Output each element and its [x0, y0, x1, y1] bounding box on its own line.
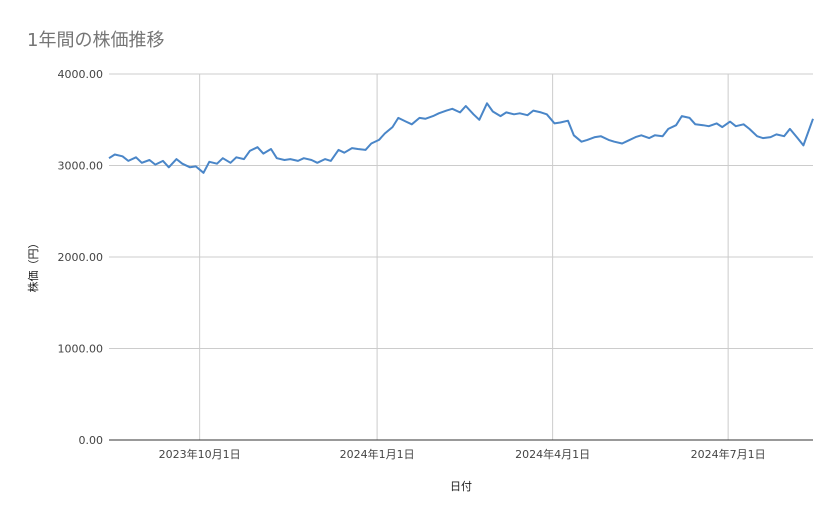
y-tick-label: 2000.00	[58, 251, 104, 264]
x-axis-tick-labels: 2023年10月1日 2024年1月1日 2024年4月1日 2024年7月1日	[159, 447, 766, 461]
chart-title: 1年間の株価推移	[27, 30, 165, 51]
x-tick-label: 2024年1月1日	[340, 447, 415, 461]
y-tick-label: 4000.00	[58, 68, 104, 81]
y-tick-label: 3000.00	[58, 160, 104, 173]
y-axis-tick-labels: 0.00 1000.00 2000.00 3000.00 4000.00	[58, 68, 104, 447]
y-axis-label: 株価（円）	[26, 238, 40, 293]
series-line-stock-price	[108, 102, 814, 174]
y-tick-label: 1000.00	[58, 343, 104, 356]
horizontal-gridlines	[109, 73, 813, 349]
x-tick-label: 2023年10月1日	[159, 447, 241, 461]
x-axis-label: 日付	[450, 480, 472, 493]
y-tick-label: 0.00	[79, 434, 104, 447]
x-tick-label: 2024年7月1日	[691, 447, 766, 461]
x-tick-label: 2024年4月1日	[515, 447, 590, 461]
